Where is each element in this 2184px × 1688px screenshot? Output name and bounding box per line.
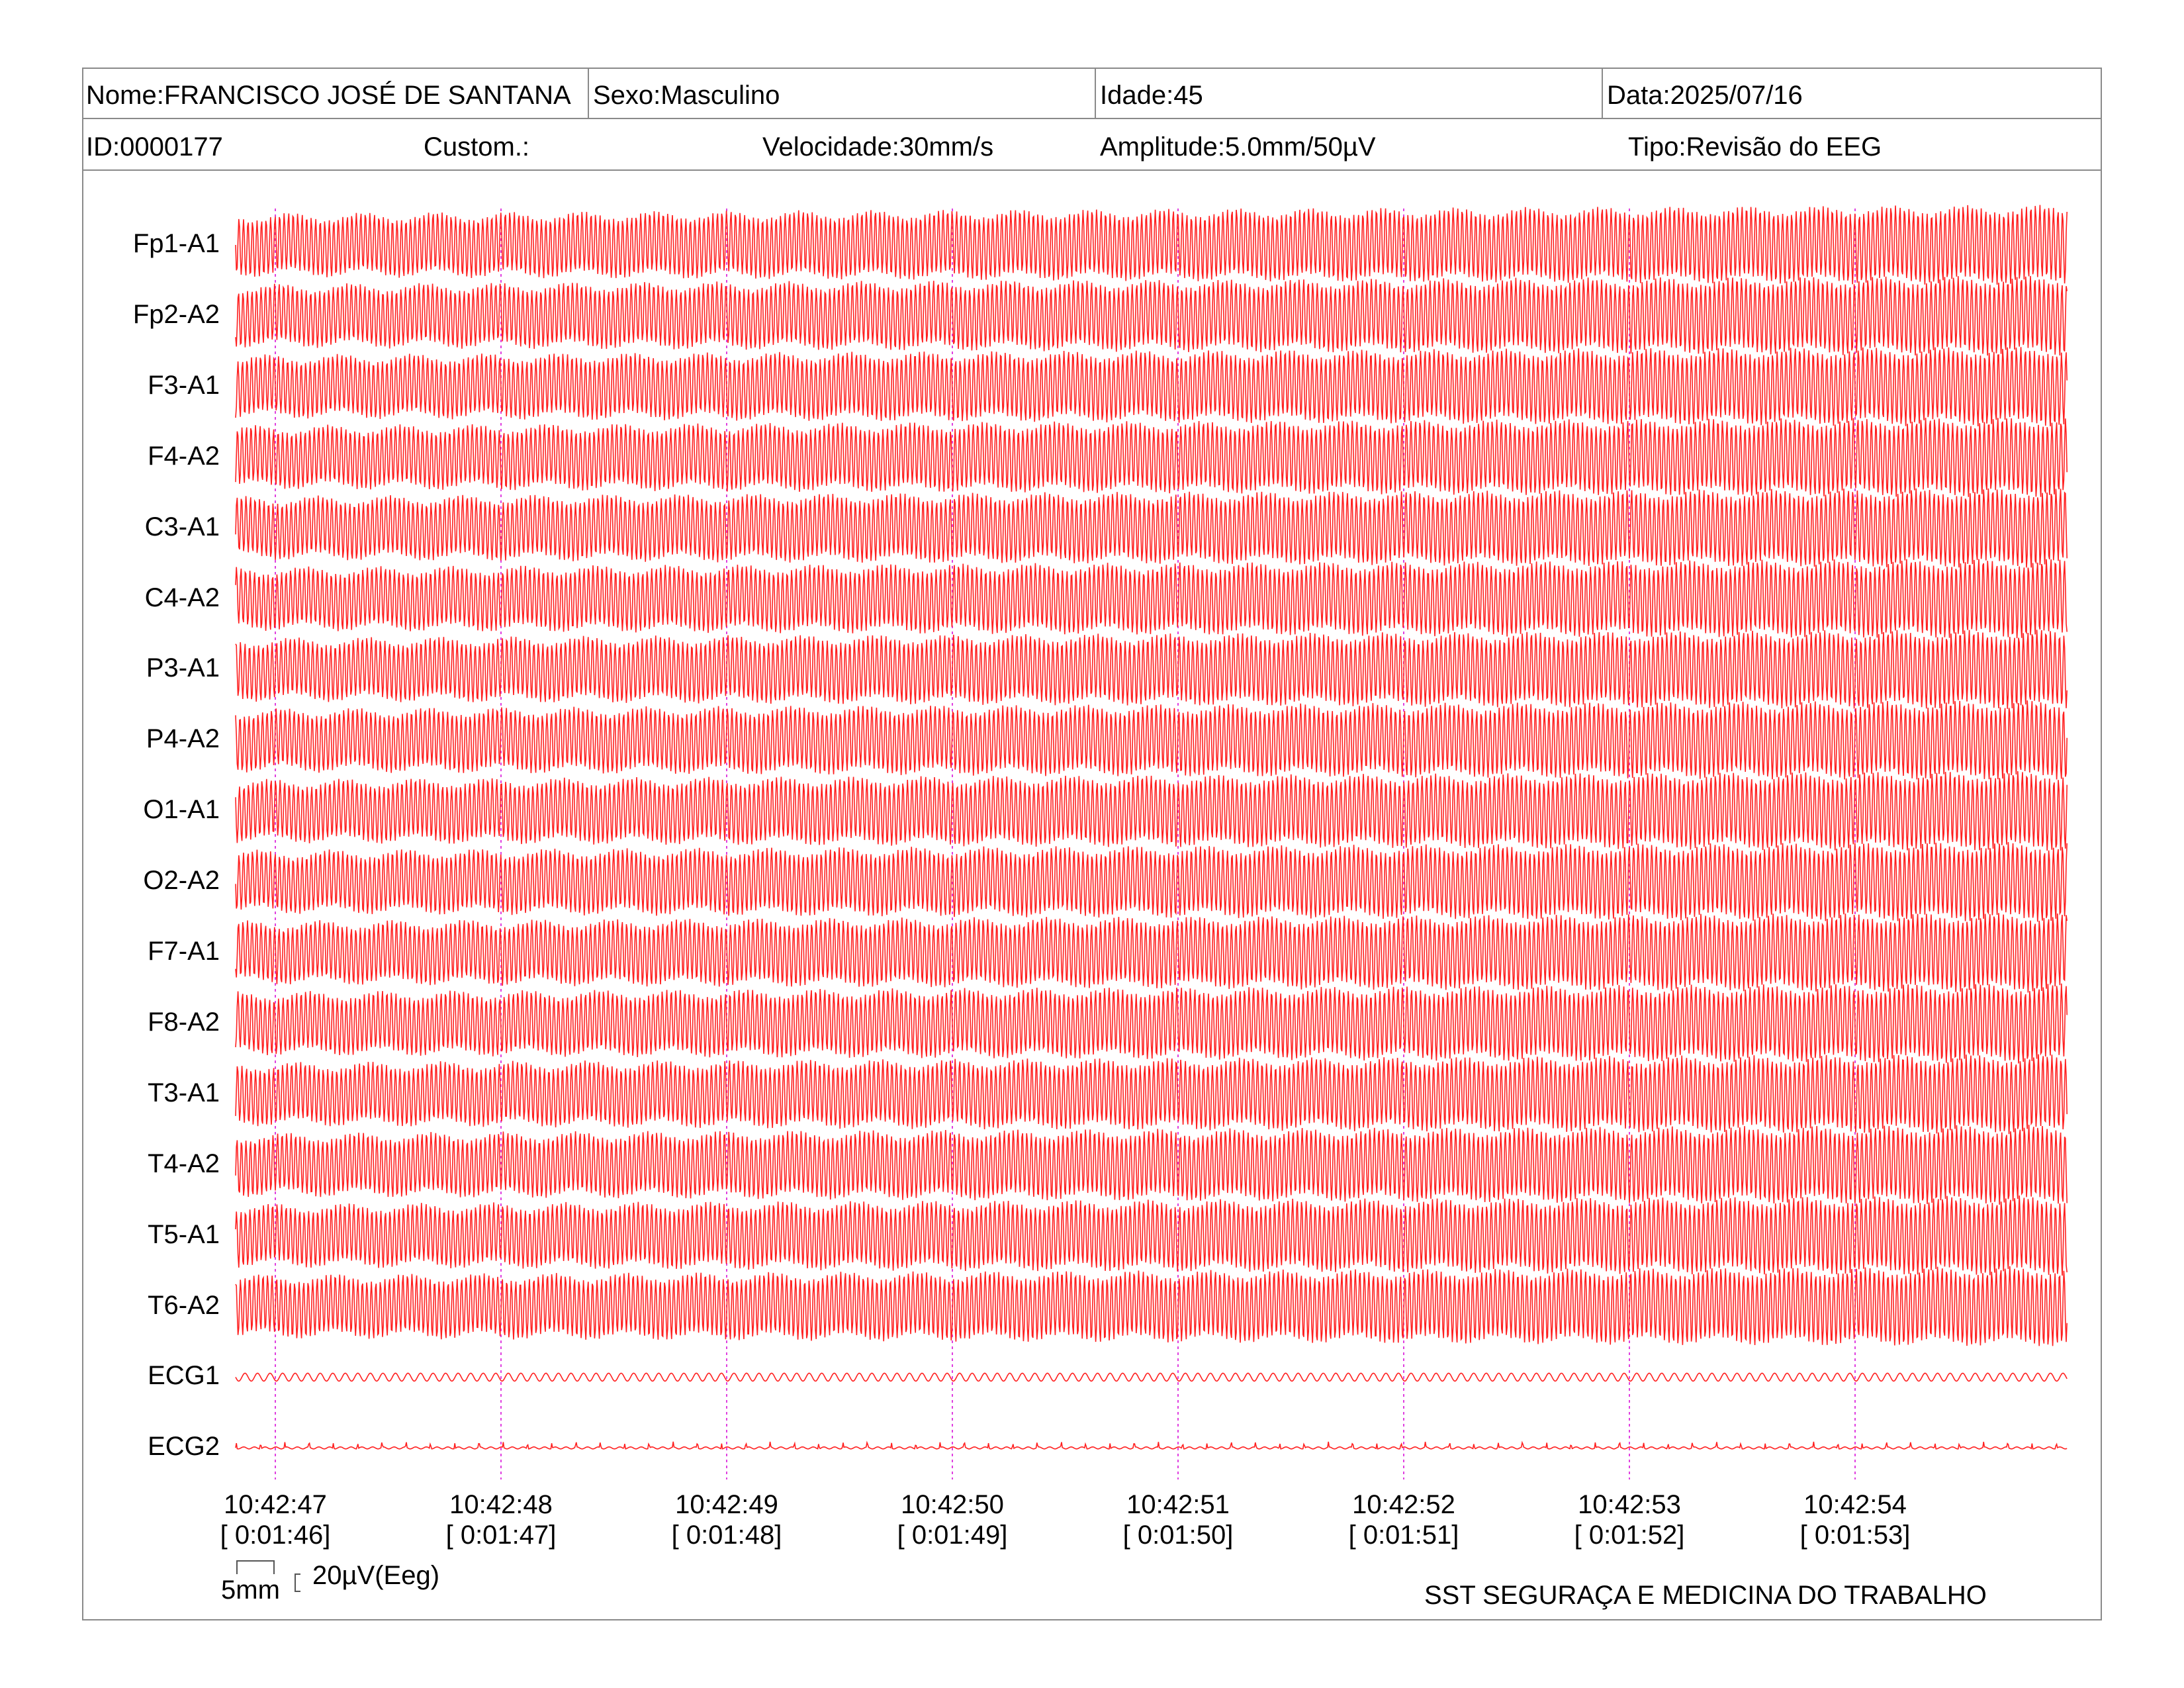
custom-field: Custom.: [424, 132, 530, 162]
time-label: 10:42:51[ 0:01:50] [1079, 1489, 1277, 1550]
trace-fp1-a1 [235, 205, 2068, 285]
time-clock-label: 10:42:53 [1578, 1490, 1681, 1519]
amplitude: Amplitude:5.0mm/50µV [1100, 132, 1376, 162]
header-row-2: ID:0000177 Custom.: Velocidade:30mm/s Am… [82, 119, 2102, 171]
time-clock-label: 10:42:52 [1352, 1490, 1455, 1519]
time-clock-label: 10:42:54 [1803, 1490, 1907, 1519]
channel-label: F8-A2 [148, 1007, 220, 1037]
patient-sex: Sexo:Masculino [589, 68, 1096, 119]
channel-label: C3-A1 [144, 512, 220, 541]
channel-label: Fp1-A1 [132, 229, 220, 258]
time-elapsed-label: [ 0:01:49] [897, 1521, 1008, 1550]
scale-amplitude: 20µV(Eeg) [312, 1561, 440, 1590]
channel-label: P4-A2 [146, 724, 220, 754]
page-frame [82, 68, 2102, 1620]
time-elapsed-label: [ 0:01:51] [1348, 1521, 1459, 1550]
time-label: 10:42:49[ 0:01:48] [627, 1489, 826, 1550]
trace-f4-a2 [235, 418, 2068, 497]
channel-label: T3-A1 [148, 1078, 220, 1107]
record-date: Data:2025/07/16 [1607, 81, 1803, 110]
trace-t4-a2 [235, 1125, 2068, 1205]
channel-label: P3-A1 [146, 653, 220, 683]
record-type: Tipo:Revisão do EEG [1628, 132, 1882, 162]
channel-label: O2-A2 [143, 866, 220, 896]
trace-c3-a1 [235, 488, 2068, 568]
channel-label: T6-A2 [148, 1290, 220, 1320]
channel-label: F3-A1 [148, 370, 220, 400]
channel-label: ECG2 [148, 1432, 220, 1462]
trace-p3-a1 [235, 630, 2068, 709]
channel-label: F4-A2 [148, 441, 220, 471]
channel-label: T5-A1 [148, 1219, 220, 1249]
channel-label: ECG1 [148, 1361, 220, 1391]
time-label: 10:42:52[ 0:01:51] [1304, 1489, 1503, 1550]
time-label: 10:42:50[ 0:01:49] [853, 1489, 1052, 1550]
time-elapsed-label: [ 0:01:50] [1122, 1521, 1234, 1550]
channel-label: C4-A2 [144, 583, 220, 612]
trace-t5-a1 [235, 1195, 2068, 1276]
time-elapsed-label: [ 0:01:52] [1574, 1521, 1685, 1550]
time-elapsed-label: [ 0:01:46] [220, 1521, 331, 1550]
time-clock-label: 10:42:50 [901, 1490, 1004, 1519]
trace-t3-a1 [235, 1054, 2068, 1135]
trace-o2-a2 [235, 842, 2068, 922]
scale-bar-icon [236, 1560, 300, 1592]
trace-ecg2 [235, 1440, 2068, 1450]
channel-label: O1-A1 [143, 795, 220, 825]
time-label: 10:42:54[ 0:01:53] [1756, 1489, 1954, 1550]
patient-name: Nome:FRANCISCO JOSÉ DE SANTANA [82, 68, 589, 119]
channel-label: T4-A2 [148, 1149, 220, 1178]
time-elapsed-label: [ 0:01:53] [1799, 1521, 1911, 1550]
trace-f7-a1 [235, 913, 2068, 993]
trace-c4-a2 [235, 559, 2068, 639]
time-label: 10:42:47[ 0:01:46] [176, 1489, 375, 1550]
time-clock-label: 10:42:47 [224, 1490, 327, 1519]
time-elapsed-label: [ 0:01:48] [671, 1521, 782, 1550]
speed: Velocidade:30mm/s [762, 132, 994, 162]
trace-fp2-a2 [235, 275, 2068, 356]
time-label: 10:42:48[ 0:01:47] [402, 1489, 600, 1550]
header-row-1: Nome:FRANCISCO JOSÉ DE SANTANA Sexo:Masc… [82, 68, 2102, 119]
trace-t6-a2 [235, 1266, 2068, 1346]
trace-o1-a1 [235, 771, 2068, 851]
company-name: SST SEGURAÇA E MEDICINA DO TRABALHO [1424, 1581, 1987, 1610]
trace-f8-a2 [235, 983, 2068, 1064]
time-label: 10:42:53[ 0:01:52] [1530, 1489, 1729, 1550]
trace-ecg1 [235, 1372, 2068, 1382]
time-clock-label: 10:42:49 [675, 1490, 778, 1519]
time-clock-label: 10:42:48 [449, 1490, 553, 1519]
channel-label: F7-A1 [148, 937, 220, 966]
time-clock-label: 10:42:51 [1126, 1490, 1230, 1519]
time-elapsed-label: [ 0:01:47] [445, 1521, 557, 1550]
patient-id: ID:0000177 [86, 132, 223, 162]
trace-p4-a2 [235, 700, 2068, 780]
scale-time: 5mm [221, 1575, 280, 1605]
patient-age: Idade:45 [1096, 68, 1603, 119]
channel-label: Fp2-A2 [132, 299, 220, 329]
trace-f3-a1 [235, 347, 2068, 427]
